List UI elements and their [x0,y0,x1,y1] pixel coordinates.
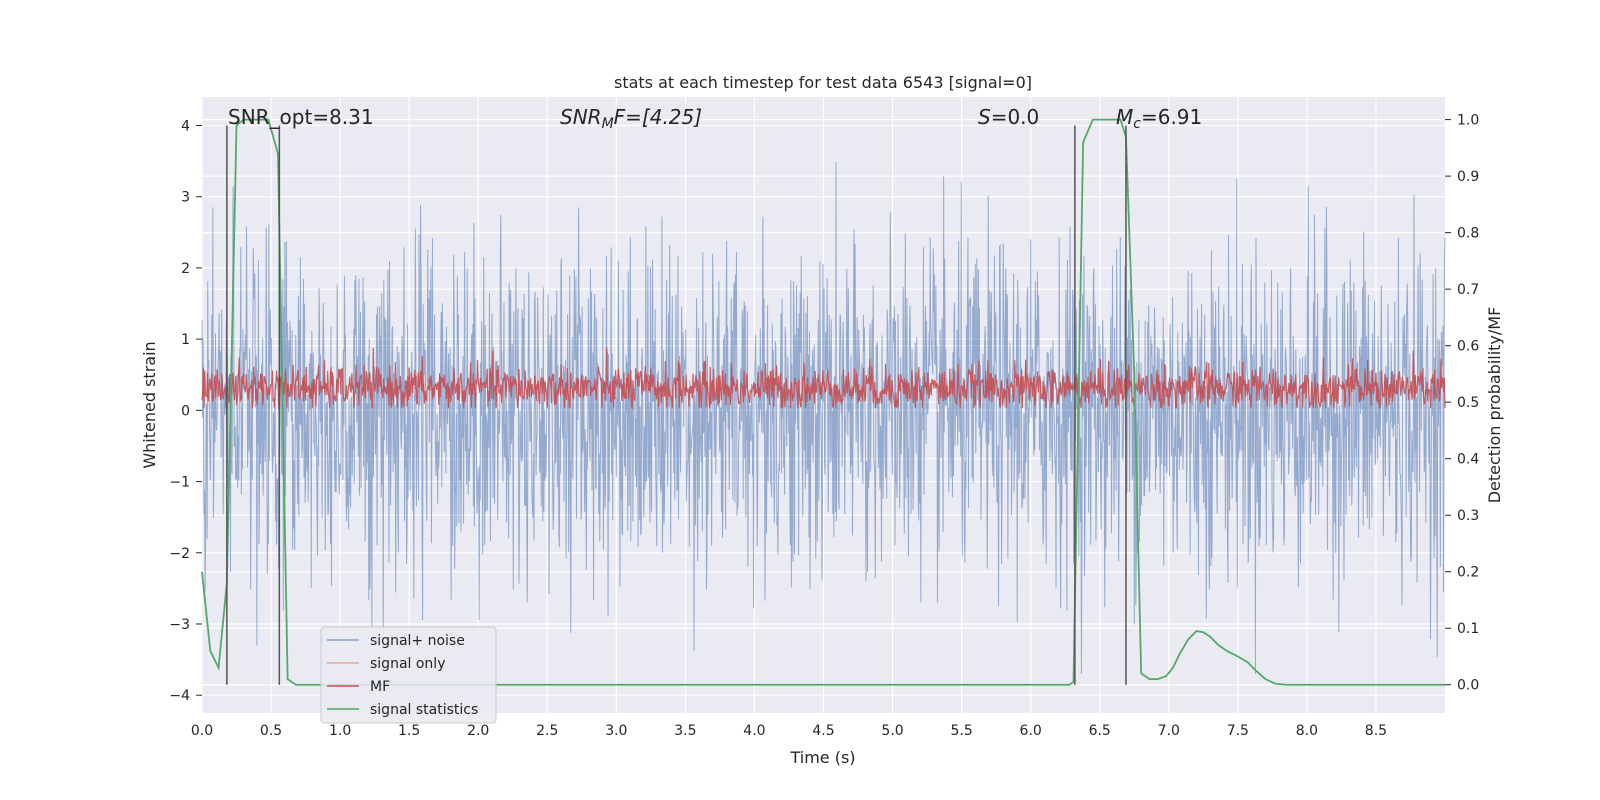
x-tick-label: 8.0 [1296,723,1318,739]
y-left-tick-label: 4 [181,118,190,134]
annotation-mc-value: =6.91 [1141,105,1202,129]
y-left-tick-label: −4 [169,688,190,704]
series-layer [201,118,1446,686]
annotation-snr-mf-suffix: F=[4.25] [614,105,702,129]
annotation-s-var: S [978,105,991,129]
x-tick-label: 3.5 [674,723,696,739]
y-left-tick-label: 2 [181,261,190,277]
y-left-tick-label: −2 [169,546,190,562]
legend-box [320,626,497,724]
annotation-snr-mf: SNRMF=[4.25] [560,105,702,132]
legend-label-signal-noise: signal+ noise [370,633,465,649]
y-right-tick-label: 1.0 [1457,113,1479,129]
series-signal-statistics-line [201,118,1445,686]
x-tick-label: 1.5 [398,723,420,739]
legend-label-signal-only: signal only [370,656,445,672]
y-axis-label-left: Whitened strain [140,341,159,468]
annotation-s: S=0.0 [978,105,1039,129]
x-tick-label: 0.5 [260,723,282,739]
x-tick-label: 6.5 [1089,723,1111,739]
y-right-tick-label: 0.0 [1457,678,1479,694]
annotation-mc-var: M [1116,105,1133,129]
y-right-tick-label: 0.6 [1457,339,1479,355]
x-tick-label: 2.0 [467,723,489,739]
annotation-s-value: =0.0 [991,105,1040,129]
y-left-tick-label: 1 [181,332,190,348]
annotation-mc: Mc=6.91 [1116,105,1202,132]
series-mf-line [201,347,1446,411]
x-tick-label: 2.5 [536,723,558,739]
x-tick-label: 7.0 [1158,723,1180,739]
chart-title: stats at each timestep for test data 654… [614,73,1032,92]
y-left-tick-label: −3 [169,617,190,633]
y-right-tick-label: 0.5 [1457,395,1479,411]
ticks: 0.0 0.5 1.0 1.5 2.0 2.5 3.0 3.5 4.0 4.5 5.0 5.5 6.0 6… [169,113,1479,739]
annotation-snr-mf-prefix: SNR [560,105,602,129]
y-left-tick-label: −1 [169,475,190,491]
y-right-tick-label: 0.3 [1457,508,1479,524]
y-right-tick-label: 0.9 [1457,169,1479,185]
legend: signal+ noise signal only MF signal stat… [320,626,497,724]
y-right-tick-label: 0.7 [1457,282,1479,298]
x-axis-label: Time (s) [789,748,855,767]
y-right-tick-label: 0.2 [1457,565,1479,581]
y-right-tick-label: 0.4 [1457,452,1479,468]
x-tick-label: 8.5 [1365,723,1387,739]
x-tick-label: 4.0 [743,723,765,739]
y-right-tick-label: 0.1 [1457,621,1479,637]
x-tick-label: 6.0 [1020,723,1042,739]
x-tick-label: 4.5 [812,723,834,739]
x-tick-label: 5.5 [950,723,972,739]
vertical-markers [226,125,1127,685]
annotation-snr-mf-sub: M [602,116,614,132]
y-axis-label-right: Detection probability/MF [1485,307,1504,504]
legend-label-mf: MF [370,679,390,695]
x-tick-label: 1.0 [329,723,351,739]
annotation-mc-sub: c [1133,116,1141,132]
x-tick-label: 3.0 [605,723,627,739]
x-tick-label: 0.0 [191,723,213,739]
y-left-tick-label: 3 [181,190,190,206]
y-right-tick-label: 0.8 [1457,226,1479,242]
grid [201,97,1445,713]
x-tick-label: 5.0 [881,723,903,739]
y-left-tick-label: 0 [181,403,190,419]
legend-label-signal-statistics: signal statistics [370,702,478,718]
x-tick-label: 7.5 [1227,723,1249,739]
annotation-snr-opt: SNR_opt=8.31 [228,105,374,129]
